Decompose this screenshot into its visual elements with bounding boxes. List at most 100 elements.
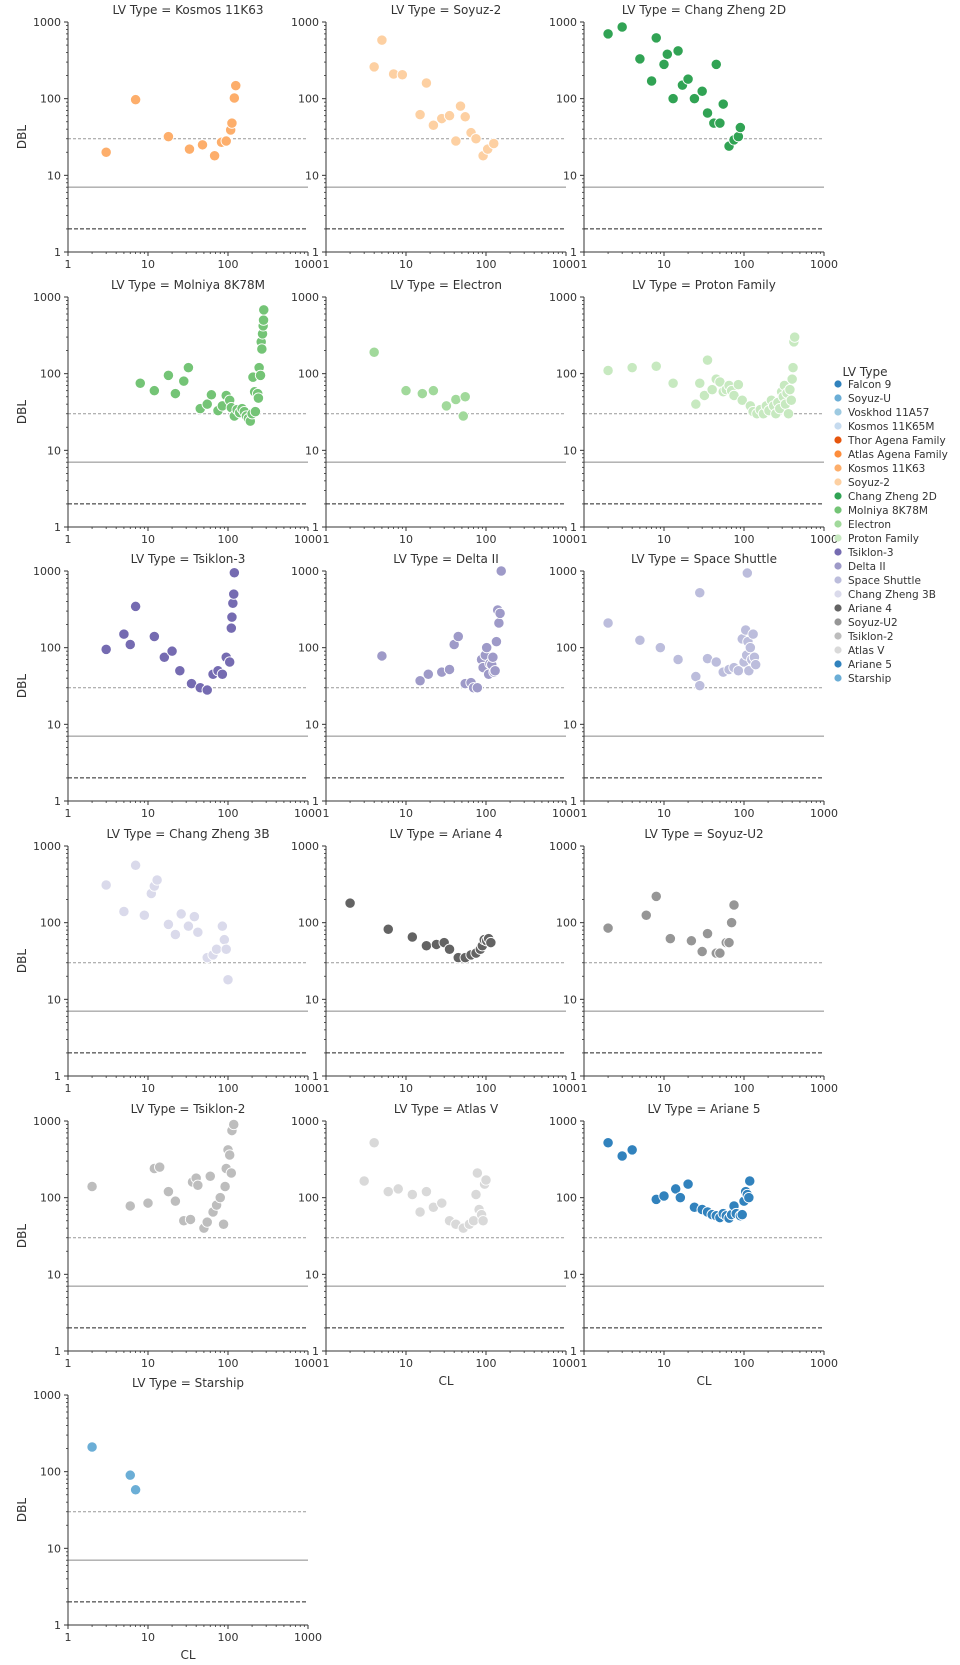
legend-entry-label: Molniya 8K78M — [848, 505, 928, 517]
y-tick-label: 10 — [47, 444, 61, 457]
x-tick-label: 1000 — [552, 258, 580, 271]
data-point — [257, 314, 270, 326]
data-point — [201, 1216, 213, 1228]
x-tick-label: 100 — [734, 807, 755, 820]
x-tick-label: 1 — [581, 807, 588, 820]
y-tick-label: 1 — [54, 521, 61, 534]
data-point — [471, 1167, 484, 1179]
y-tick-label: 1 — [312, 521, 319, 534]
data-point — [694, 679, 706, 692]
legend-marker — [834, 562, 842, 570]
data-point — [728, 389, 740, 402]
y-tick-label: 1000 — [291, 16, 319, 29]
facet-panel: LV Type = Space Shuttle 11 10 10 100 100 1000 1… — [549, 552, 838, 820]
x-tick-label: 100 — [734, 258, 755, 271]
y-axis-label: DBL — [15, 400, 29, 424]
data-point — [258, 304, 270, 316]
data-point — [736, 394, 748, 406]
data-point — [154, 1161, 166, 1173]
x-tick-label: 1 — [581, 258, 588, 271]
x-tick-label: 1 — [65, 533, 72, 546]
legend-marker — [834, 590, 842, 598]
data-point — [228, 92, 240, 104]
x-tick-label: 100 — [476, 807, 497, 820]
x-tick-label: 1000 — [294, 533, 322, 546]
x-tick-label: 1 — [581, 1082, 588, 1095]
data-point — [723, 936, 735, 949]
legend-entry-label: Electron — [848, 519, 891, 531]
x-tick-label: 10 — [399, 533, 413, 546]
legend-entry-label: Soyuz-U2 — [848, 617, 898, 629]
data-point — [205, 389, 218, 401]
y-tick-label: 10 — [305, 1268, 319, 1281]
facet-title: LV Type = Electron — [390, 278, 502, 292]
legend-marker — [834, 436, 842, 444]
y-tick-label: 1000 — [549, 840, 577, 853]
data-point — [252, 392, 265, 404]
x-tick-label: 1000 — [294, 1631, 322, 1644]
data-point — [650, 360, 662, 372]
data-point — [785, 394, 797, 406]
data-point — [481, 642, 493, 654]
legend-marker — [834, 632, 842, 640]
data-point — [602, 617, 614, 629]
data-point — [204, 1170, 216, 1182]
y-tick-label: 100 — [40, 368, 61, 381]
y-tick-label: 100 — [40, 917, 61, 930]
legend-entry-label: Ariane 5 — [848, 659, 892, 671]
data-point — [162, 1185, 175, 1198]
data-point — [216, 668, 229, 680]
data-point — [685, 935, 698, 947]
y-tick-label: 100 — [556, 642, 577, 655]
facet-panel: LV Type = Soyuz-U2 11 10 10 100 100 1000 1000 — [549, 827, 838, 1095]
x-tick-label: 10 — [399, 1082, 413, 1095]
data-point — [224, 656, 236, 668]
data-point — [650, 32, 662, 44]
x-tick-label: 10 — [141, 258, 155, 271]
data-point — [602, 364, 614, 377]
data-point — [696, 85, 708, 97]
legend-marker — [834, 492, 842, 500]
x-tick-label: 100 — [476, 1082, 497, 1095]
x-tick-label: 10 — [657, 807, 671, 820]
y-tick-label: 1 — [54, 1070, 61, 1083]
data-point — [228, 567, 240, 579]
facet-panel: LV Type = Chang Zheng 3B1110101001001000… — [15, 827, 322, 1095]
data-point — [100, 146, 112, 158]
legend-marker — [834, 394, 842, 402]
data-point — [650, 890, 662, 903]
x-tick-label: 1000 — [552, 1082, 580, 1095]
data-point — [422, 668, 434, 680]
data-point — [201, 684, 213, 696]
data-point — [747, 628, 759, 640]
facet-title: LV Type = Tsiklon-2 — [131, 1102, 246, 1116]
y-axis-label: DBL — [15, 674, 29, 698]
data-point — [701, 927, 714, 940]
data-point — [667, 93, 679, 105]
x-tick-label: 1000 — [810, 1357, 838, 1370]
legend-marker — [834, 408, 842, 416]
facet-title: LV Type = Delta II — [393, 552, 499, 566]
y-tick-label: 1 — [570, 521, 577, 534]
facet-title: LV Type = Atlas V — [394, 1102, 499, 1116]
data-point — [490, 635, 503, 648]
data-point — [616, 21, 628, 33]
y-tick-label: 10 — [47, 993, 61, 1006]
data-point — [470, 133, 482, 145]
data-point — [129, 600, 142, 613]
data-point — [736, 1209, 748, 1221]
legend-marker — [834, 422, 842, 430]
data-point — [382, 923, 394, 935]
data-point — [124, 638, 136, 651]
data-point — [602, 28, 614, 40]
facet-title: LV Type = Chang Zheng 3B — [106, 827, 269, 841]
data-point — [219, 1180, 231, 1193]
legend-entry-label: Falcon 9 — [848, 379, 891, 391]
facet-panel: LV Type = Tsiklon-211101010010010001000D… — [15, 1102, 322, 1370]
x-tick-label: 100 — [476, 258, 497, 271]
facet-title: LV Type = Chang Zheng 2D — [622, 3, 786, 17]
data-point — [443, 663, 456, 676]
x-tick-label: 1 — [581, 533, 588, 546]
legend-marker — [834, 618, 842, 626]
